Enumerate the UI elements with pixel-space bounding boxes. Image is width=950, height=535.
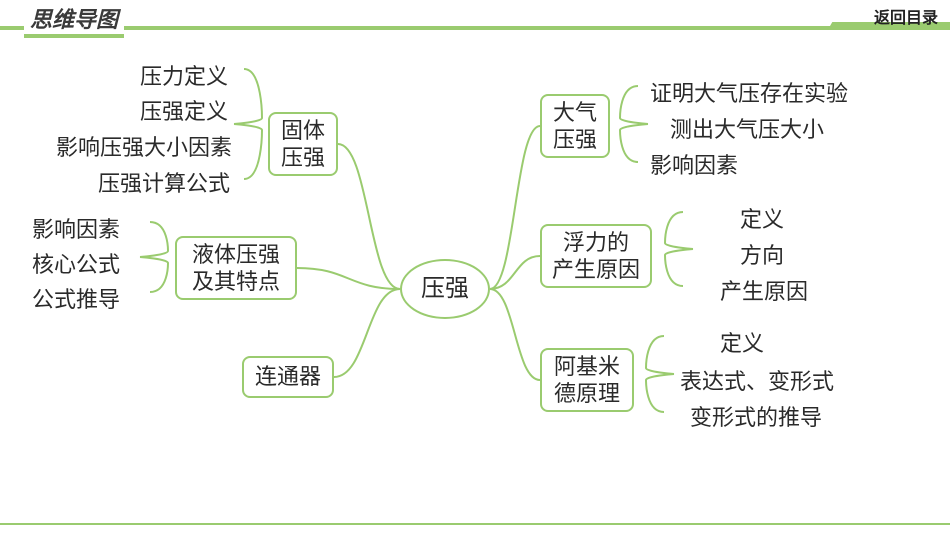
leaf-text: 产生原因 bbox=[720, 274, 808, 306]
leaf-text: 方向 bbox=[740, 238, 784, 270]
back-link[interactable]: 返回目录 bbox=[874, 4, 938, 28]
branch-node-archimedes: 阿基米德原理 bbox=[540, 348, 634, 412]
leaf-text: 变形式的推导 bbox=[690, 400, 822, 432]
branch-node-connector_device: 连通器 bbox=[242, 356, 334, 398]
branch-label: 产生原因 bbox=[552, 256, 640, 284]
leaf-text: 影响压强大小因素 bbox=[56, 130, 232, 162]
header-divider bbox=[0, 26, 950, 30]
mindmap-canvas: 压强固体压强压力定义压强定义影响压强大小因素压强计算公式液体压强及其特点影响因素… bbox=[0, 34, 950, 514]
branch-label: 压强 bbox=[281, 144, 325, 172]
branch-label: 阿基米 bbox=[554, 353, 620, 381]
leaf-text: 证明大气压存在实验 bbox=[650, 76, 848, 108]
leaf-text: 影响因素 bbox=[650, 148, 738, 180]
leaf-text: 测出大气压大小 bbox=[670, 112, 824, 144]
leaf-text: 公式推导 bbox=[32, 282, 120, 314]
branch-label: 大气 bbox=[553, 99, 597, 127]
leaf-text: 定义 bbox=[740, 202, 784, 234]
branch-label: 及其特点 bbox=[192, 268, 280, 296]
branch-label: 液体压强 bbox=[192, 241, 280, 269]
branch-label: 浮力的 bbox=[563, 229, 629, 257]
branch-label: 压强 bbox=[553, 126, 597, 154]
branch-node-solid: 固体压强 bbox=[268, 112, 338, 176]
branch-node-liquid: 液体压强及其特点 bbox=[175, 236, 297, 300]
header: 思维导图 返回目录 bbox=[0, 0, 950, 34]
center-node: 压强 bbox=[400, 259, 490, 319]
branch-label: 连通器 bbox=[255, 363, 321, 391]
footer-divider bbox=[0, 523, 950, 525]
leaf-text: 压强定义 bbox=[140, 94, 228, 126]
leaf-text: 定义 bbox=[720, 326, 764, 358]
leaf-text: 压力定义 bbox=[140, 59, 228, 91]
branch-label: 固体 bbox=[281, 117, 325, 145]
leaf-text: 压强计算公式 bbox=[98, 166, 230, 198]
branch-node-buoyancy_cause: 浮力的产生原因 bbox=[540, 224, 652, 288]
page-title: 思维导图 bbox=[24, 2, 124, 38]
branch-node-atmos: 大气压强 bbox=[540, 94, 610, 158]
leaf-text: 影响因素 bbox=[32, 212, 120, 244]
leaf-text: 核心公式 bbox=[32, 247, 120, 279]
leaf-text: 表达式、变形式 bbox=[680, 364, 834, 396]
branch-label: 德原理 bbox=[554, 380, 620, 408]
